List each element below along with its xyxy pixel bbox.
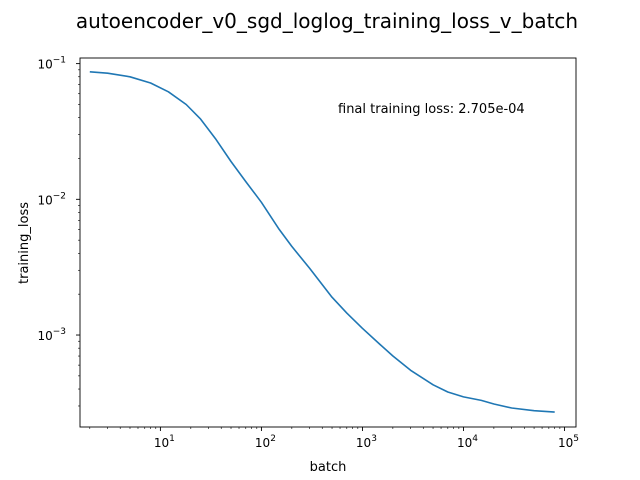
x-tick-label: 105 <box>558 434 579 450</box>
y-tick-label: 10−1 <box>37 56 66 72</box>
final-loss-annotation: final training loss: 2.705e-04 <box>338 102 525 117</box>
y-axis-label: training_loss <box>17 202 32 284</box>
series-line-0 <box>89 71 555 413</box>
x-tick-label: 104 <box>457 434 478 450</box>
x-axis-label: batch <box>310 460 347 475</box>
x-tick-label: 103 <box>356 434 377 450</box>
chart-title: autoencoder_v0_sgd_loglog_training_loss_… <box>76 9 578 33</box>
y-tick-label: 10−3 <box>37 327 66 343</box>
plot-area: 101 102 103 104 105 10−1 10−2 10−3 <box>37 56 579 450</box>
x-tick-label: 101 <box>154 434 175 450</box>
axes-frame <box>79 57 577 428</box>
y-tick-label: 10−2 <box>37 191 66 207</box>
x-tick-label: 102 <box>255 434 276 450</box>
